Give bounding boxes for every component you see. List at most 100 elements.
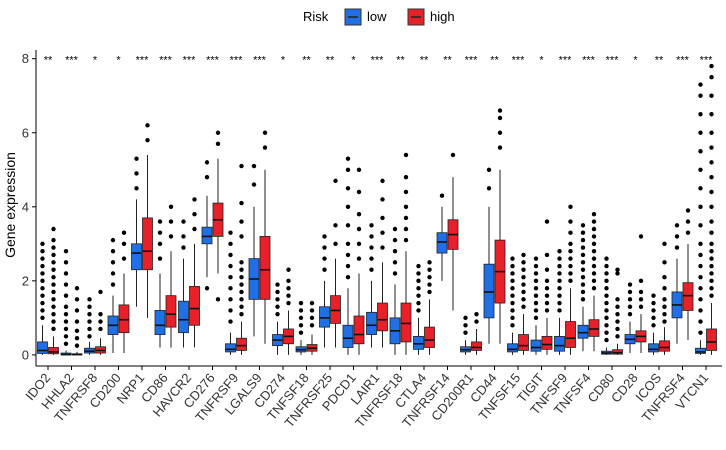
- outlier-low-TNFSF15-6: [510, 278, 515, 284]
- iqr-box-high-TNFSF15: [518, 334, 529, 351]
- outlier-high-TNFRSF9-7: [239, 260, 244, 265]
- outlier-high-IDO2-9: [51, 260, 56, 265]
- outlier-high-TNFSF4-6: [591, 241, 597, 247]
- outlier-low-CD274-1: [275, 304, 280, 309]
- outlier-high-CTLA4-3: [427, 267, 432, 272]
- outlier-high-TNFSF4-10: [591, 212, 597, 217]
- outlier-high-TNFSF4-8: [591, 226, 597, 232]
- outlier-high-TNFSF15-3: [521, 282, 526, 287]
- outlier-high-IDO2-11: [51, 245, 56, 250]
- outlier-high-IDO2-7: [51, 274, 56, 280]
- outlier-low-LGALS9-1: [251, 163, 257, 169]
- outlier-high-LAIR1-0: [380, 245, 385, 250]
- outlier-low-HHLA2-9: [63, 260, 69, 265]
- box-high-TNFRSF8: [95, 289, 106, 355]
- legend-entry-high: high: [407, 8, 455, 26]
- box-low-TNFRSF4: [671, 223, 683, 344]
- iqr-box-high-TNFRSF18: [400, 302, 412, 343]
- outlier-high-VTCN1-7: [709, 241, 714, 247]
- outlier-high-HAVCR2-1: [192, 212, 197, 217]
- outlier-high-ICOS-6: [662, 260, 667, 265]
- outlier-low-VTCN1-7: [698, 252, 703, 258]
- outlier-high-CD274-0: [286, 300, 291, 306]
- outlier-low-TNFSF15-9: [510, 256, 515, 261]
- outlier-low-VTCN1-17: [698, 82, 703, 87]
- iqr-box-high-TNFSF4: [588, 319, 600, 337]
- outlier-high-TNFSF18-3: [309, 300, 315, 306]
- outlier-high-PDCD1-5: [356, 167, 362, 172]
- outlier-low-CD200-0: [110, 282, 116, 287]
- outlier-low-CD80-1: [604, 330, 609, 335]
- outlier-low-CD28-0: [627, 311, 633, 317]
- y-tick-label-4: 4: [22, 199, 29, 214]
- outlier-low-TNFRSF18-2: [392, 249, 398, 254]
- outlier-high-TIGIT-7: [544, 219, 550, 224]
- outlier-high-CD28-1: [638, 297, 644, 302]
- outlier-high-CD274-4: [286, 267, 291, 272]
- outlier-high-TNFRSF18-1: [403, 226, 409, 232]
- outlier-low-CD28-4: [627, 282, 633, 287]
- iqr-box-high-TNFRSF25: [330, 295, 341, 324]
- outlier-low-HHLA2-7: [63, 282, 69, 287]
- outlier-high-TNFRSF9-9: [239, 219, 244, 224]
- outlier-low-TNFSF9-0: [557, 308, 562, 313]
- outlier-high-TNFSF15-4: [521, 274, 526, 280]
- iqr-box-low-ICOS: [648, 343, 659, 353]
- outlier-low-PDCD1-6: [345, 186, 351, 191]
- outlier-low-TNFRSF18-4: [392, 226, 398, 232]
- outlier-high-TNFSF18-0: [309, 323, 315, 328]
- outlier-low-IDO2-6: [40, 271, 45, 276]
- outlier-low-TNFRSF8-0: [87, 334, 92, 339]
- outlier-high-TNFRSF8-1: [98, 319, 103, 324]
- iqr-box-high-TNFSF9: [565, 321, 576, 348]
- significance-LGALS9: ***: [253, 55, 267, 67]
- outlier-high-TNFRSF14-0: [450, 152, 456, 158]
- outlier-high-CTLA4-4: [427, 260, 432, 265]
- significance-TNFRSF8: *: [93, 55, 98, 67]
- box-high-ICOS: [659, 241, 670, 355]
- outlier-low-CTLA4-0: [416, 308, 421, 313]
- outlier-high-CD86-2: [168, 204, 174, 209]
- iqr-box-high-NRP1: [142, 217, 153, 271]
- outlier-high-HHLA2-2: [74, 328, 80, 334]
- outlier-low-CD274-2: [275, 297, 280, 302]
- outlier-high-TNFSF9-4: [568, 249, 573, 254]
- outlier-low-CD86-3: [157, 219, 163, 224]
- outlier-high-CD86-0: [168, 234, 174, 239]
- outlier-high-TNFSF18-2: [309, 308, 315, 313]
- box-low-CD200R1: [460, 315, 471, 355]
- outlier-high-CD274-2: [286, 286, 291, 291]
- outlier-high-ICOS-3: [662, 297, 667, 302]
- box-low-CD276: [201, 160, 213, 291]
- outlier-high-ICOS-0: [662, 319, 667, 324]
- outlier-high-NRP1-0: [145, 137, 150, 143]
- outlier-low-TNFSF18-4: [298, 300, 304, 306]
- outlier-low-TNFSF18-1: [298, 323, 304, 328]
- outlier-low-IDO2-3: [40, 293, 45, 298]
- outlier-high-VTCN1-10: [709, 204, 714, 209]
- outlier-low-VTCN1-15: [698, 112, 703, 117]
- outlier-high-IDO2-8: [51, 267, 56, 272]
- iqr-box-low-PDCD1: [342, 324, 354, 348]
- outlier-low-CD200-2: [110, 260, 116, 265]
- outlier-high-TNFRSF9-11: [239, 163, 244, 169]
- outlier-low-CD80-8: [604, 278, 609, 284]
- box-high-CD44: [494, 108, 506, 344]
- box-low-CD44: [483, 167, 495, 344]
- outlier-low-HHLA2-4: [63, 311, 69, 317]
- outlier-low-CTLA4-6: [416, 263, 421, 269]
- outlier-low-PDCD1-3: [345, 241, 351, 247]
- iqr-box-high-CD86: [165, 295, 177, 328]
- outlier-high-CTLA4-2: [427, 274, 432, 280]
- box-high-TNFRSF4: [682, 208, 694, 341]
- outlier-high-TIGIT-3: [544, 286, 550, 291]
- outlier-high-HHLA2-0: [74, 343, 80, 348]
- outlier-low-HHLA2-5: [63, 304, 69, 309]
- outlier-high-ICOS-7: [662, 241, 667, 247]
- box-low-TNFRSF18: [389, 226, 401, 355]
- outlier-low-CTLA4-1: [416, 300, 421, 306]
- outlier-high-VTCN1-6: [709, 249, 714, 254]
- outlier-high-TIGIT-0: [544, 308, 550, 313]
- significance-CD274: *: [281, 55, 286, 67]
- outlier-low-IDO2-2: [40, 300, 45, 306]
